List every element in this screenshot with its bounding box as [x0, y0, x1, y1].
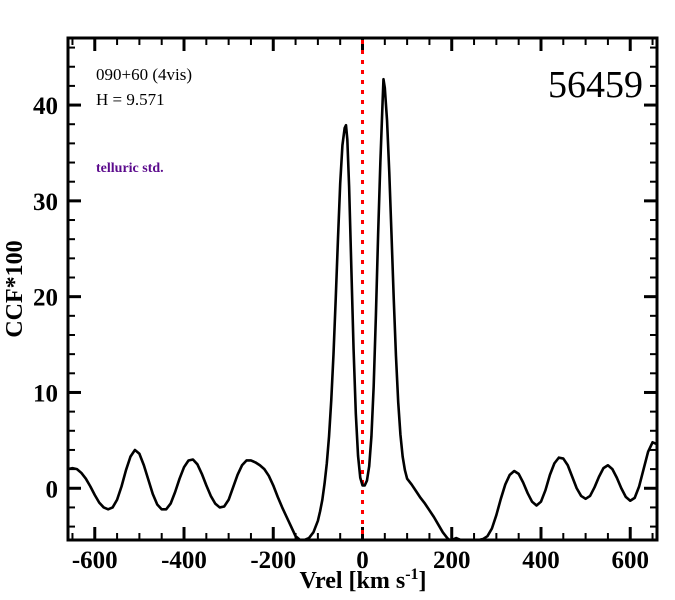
y-tick-label: 30 [33, 189, 58, 216]
y-tick-label: 40 [33, 93, 58, 120]
y-axis-label: CCF*100 [2, 240, 28, 337]
x-tick-label: 400 [522, 547, 560, 574]
annotation-mjd: 56459 [548, 64, 643, 106]
x-axis-tick-labels: -600 -400 -200 0 200 400 600 [72, 547, 649, 574]
ccf-series-line [68, 77, 657, 540]
x-tick-label: 200 [433, 547, 471, 574]
y-tick-label: 10 [33, 380, 58, 407]
ccf-curve [68, 77, 657, 540]
y-axis-tick-labels: 0 10 20 30 40 [33, 93, 58, 503]
x-tick-label: 600 [611, 547, 649, 574]
annotation-magnitude: H = 9.571 [96, 90, 165, 109]
x-axis-ticks [71, 38, 654, 540]
annotation-target-id: 090+60 (4vis) [96, 65, 192, 84]
y-tick-label: 0 [46, 476, 59, 503]
x-axis-label: Vrel [km s-1] [299, 566, 426, 594]
x-tick-label: -400 [161, 547, 207, 574]
x-tick-label: -600 [72, 547, 118, 574]
x-tick-label: 0 [356, 547, 369, 574]
y-axis-ticks [68, 46, 657, 528]
annotation-telluric-std: telluric std. [96, 161, 164, 176]
x-tick-label: -200 [250, 547, 296, 574]
y-tick-label: 20 [33, 285, 58, 312]
